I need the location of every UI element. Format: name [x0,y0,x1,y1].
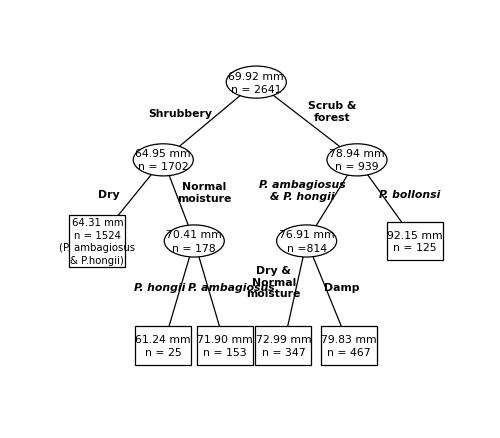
Text: 64.95 mm
n = 1702: 64.95 mm n = 1702 [136,149,191,172]
Text: 76.91 mm
n =814: 76.91 mm n =814 [279,230,334,253]
Text: Scrub &
forest: Scrub & forest [308,101,356,122]
FancyBboxPatch shape [197,327,254,365]
Text: P. bollonsi: P. bollonsi [378,189,440,199]
FancyBboxPatch shape [135,327,192,365]
Text: P. ambagiosus
& P. hongii: P. ambagiosus & P. hongii [260,180,346,201]
Ellipse shape [226,67,286,99]
FancyBboxPatch shape [70,215,126,268]
FancyBboxPatch shape [321,327,378,365]
FancyBboxPatch shape [256,327,312,365]
Text: 70.41 mm
n = 178: 70.41 mm n = 178 [166,230,222,253]
Text: 69.92 mm
n = 2641: 69.92 mm n = 2641 [228,71,284,95]
Text: 64.31 mm
n = 1524
(P. ambagiosus
& P.hongii): 64.31 mm n = 1524 (P. ambagiosus & P.hon… [60,217,136,265]
Text: 79.83 mm
n = 467: 79.83 mm n = 467 [322,335,377,357]
Text: P. hongii: P. hongii [134,282,185,292]
Text: Dry &
Normal
moisture: Dry & Normal moisture [246,265,301,298]
Ellipse shape [133,145,194,177]
Text: P. ambagiosus: P. ambagiosus [188,282,274,292]
Text: 72.99 mm
n = 347: 72.99 mm n = 347 [256,335,311,357]
Ellipse shape [327,145,387,177]
Ellipse shape [164,226,224,258]
Text: 71.90 mm
n = 153: 71.90 mm n = 153 [198,335,253,357]
Text: Shrubbery: Shrubbery [148,108,212,118]
Ellipse shape [276,226,336,258]
Text: Normal
moisture: Normal moisture [177,182,231,203]
Text: Dry: Dry [98,189,120,199]
Text: Damp: Damp [324,282,360,292]
FancyBboxPatch shape [387,222,443,261]
Text: 92.15 mm
n = 125: 92.15 mm n = 125 [388,230,443,253]
Text: 61.24 mm
n = 25: 61.24 mm n = 25 [136,335,191,357]
Text: 78.94 mm
n = 939: 78.94 mm n = 939 [329,149,385,172]
